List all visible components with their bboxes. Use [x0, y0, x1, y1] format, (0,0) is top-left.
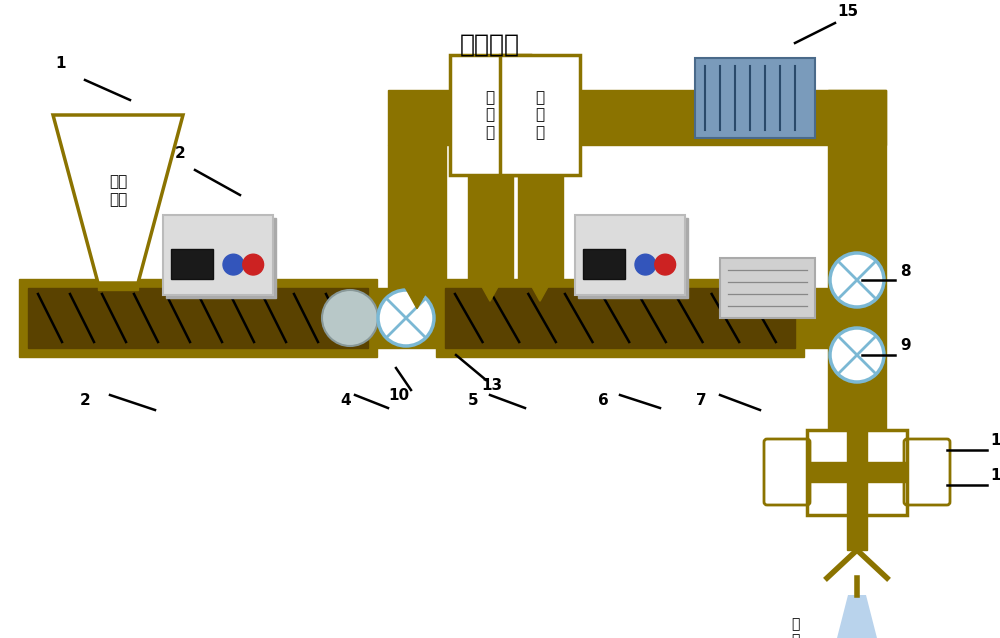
- Text: 增
塑
剂: 增 塑 剂: [535, 90, 545, 140]
- Polygon shape: [476, 276, 504, 301]
- Circle shape: [655, 254, 676, 275]
- Circle shape: [322, 290, 378, 346]
- Bar: [388, 90, 886, 145]
- Bar: [583, 249, 625, 279]
- Circle shape: [830, 328, 884, 382]
- Circle shape: [243, 254, 264, 275]
- Text: 4: 4: [340, 393, 351, 408]
- Text: 7: 7: [696, 393, 707, 408]
- Bar: [436, 279, 804, 357]
- Polygon shape: [400, 278, 434, 309]
- Bar: [28, 288, 368, 348]
- Text: 熔体循环: 熔体循环: [460, 33, 520, 57]
- Bar: [847, 515, 867, 550]
- Bar: [388, 145, 446, 288]
- Bar: [377, 288, 436, 348]
- Text: 2: 2: [80, 393, 91, 408]
- Bar: [578, 218, 688, 298]
- Polygon shape: [825, 595, 889, 638]
- Polygon shape: [840, 137, 874, 167]
- Bar: [166, 218, 276, 298]
- Bar: [171, 249, 213, 279]
- Text: 9: 9: [900, 338, 911, 353]
- Text: 11: 11: [990, 433, 1000, 448]
- Text: 5: 5: [468, 393, 479, 408]
- Bar: [804, 288, 828, 348]
- Bar: [468, 170, 513, 288]
- Text: 13: 13: [481, 378, 502, 393]
- Bar: [828, 90, 886, 500]
- Bar: [445, 288, 795, 348]
- Text: 1: 1: [55, 56, 66, 71]
- Polygon shape: [840, 393, 874, 424]
- Polygon shape: [526, 276, 554, 301]
- Text: 扩
链
剂: 扩 链 剂: [485, 90, 495, 140]
- Bar: [500, 55, 580, 175]
- Circle shape: [378, 290, 434, 346]
- Bar: [450, 55, 530, 175]
- Polygon shape: [53, 115, 183, 283]
- Text: 10: 10: [388, 388, 409, 403]
- Bar: [518, 170, 563, 288]
- Text: 8: 8: [900, 264, 911, 279]
- Bar: [807, 430, 907, 515]
- Circle shape: [223, 254, 244, 275]
- Bar: [720, 258, 815, 318]
- Text: 风
冷
区: 风 冷 区: [791, 617, 799, 638]
- Bar: [163, 215, 273, 295]
- Bar: [735, 58, 775, 90]
- Bar: [847, 430, 867, 515]
- Polygon shape: [820, 301, 851, 335]
- Circle shape: [830, 253, 884, 307]
- Bar: [575, 215, 685, 295]
- Text: 12: 12: [990, 468, 1000, 483]
- Bar: [695, 58, 815, 138]
- Text: 2: 2: [175, 146, 186, 161]
- Text: 15: 15: [837, 4, 858, 19]
- Text: 6: 6: [598, 393, 609, 408]
- Bar: [807, 462, 907, 482]
- Text: 回收
聚酯: 回收 聚酯: [109, 174, 127, 207]
- Circle shape: [635, 254, 656, 275]
- Bar: [98, 283, 138, 290]
- Bar: [19, 279, 377, 357]
